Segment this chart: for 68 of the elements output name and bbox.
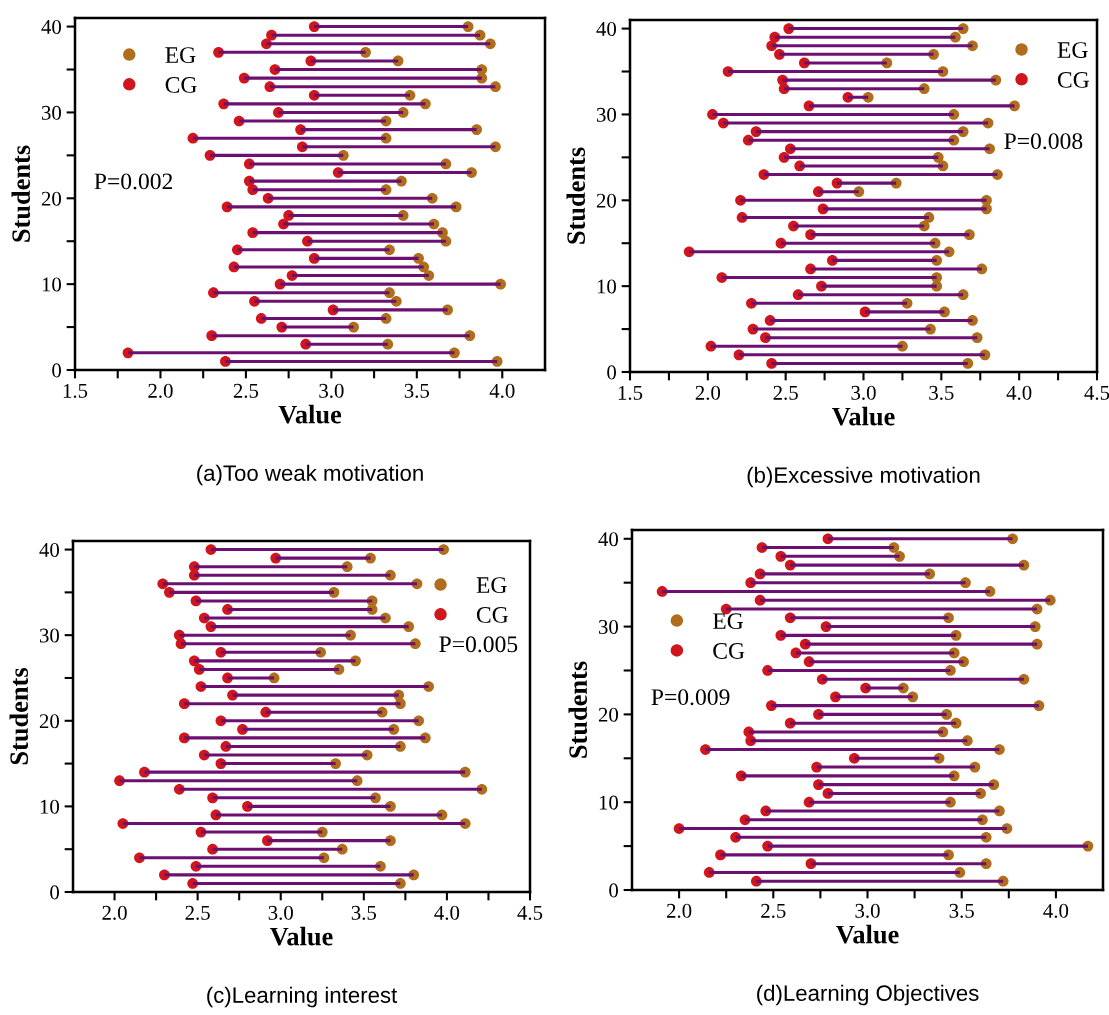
x-tick-label: 2.5 — [773, 385, 798, 400]
y-tick-label: 40 — [598, 532, 619, 547]
x-tick-label: 3.0 — [855, 903, 880, 918]
legend-label: EG — [1057, 42, 1088, 59]
y-tick-label: 0 — [609, 883, 619, 898]
x-tick-label: 2.0 — [666, 903, 692, 918]
y-tick-label: 0 — [50, 885, 60, 900]
legend-label: CG — [1057, 71, 1090, 88]
annotation: P=0.002 — [94, 173, 173, 190]
x-tick-label: 2.0 — [695, 385, 721, 400]
text: (c)Learning interest — [207, 986, 398, 1008]
x-tick-label: 3.5 — [929, 385, 954, 400]
text: (a)Too weak motivation — [197, 464, 423, 486]
legend-label: CG — [476, 607, 509, 623]
y-tick-label: 30 — [39, 628, 60, 643]
x-tick-label: 4.0 — [489, 383, 515, 398]
y-tick-label: 30 — [41, 105, 62, 120]
legend-label: EG — [476, 577, 507, 594]
x-tick-label: 2.0 — [102, 905, 127, 920]
annotation: P=0.009 — [651, 689, 730, 706]
x-axis-title: Value — [270, 926, 333, 946]
x-tick-label: 2.0 — [148, 383, 173, 398]
legend-label: EG — [712, 613, 744, 630]
text: (b)Excessive motivation — [747, 466, 980, 488]
y-tick-label: 0 — [607, 365, 617, 380]
x-tick-label: 4.0 — [434, 905, 460, 920]
y-tick-label: 0 — [52, 363, 62, 378]
legend-label: CG — [165, 77, 197, 93]
x-tick-label: 4.5 — [517, 905, 543, 920]
y-tick-label: 40 — [39, 542, 60, 557]
y-tick-label: 20 — [41, 191, 62, 206]
x-tick-label: 4.5 — [1084, 385, 1109, 400]
y-tick-label: 10 — [42, 277, 62, 292]
y-tick-label: 10 — [599, 795, 619, 810]
x-tick-label: 2.5 — [233, 383, 259, 398]
x-axis-title: Value — [836, 924, 899, 944]
y-axis-title: Students — [9, 668, 29, 765]
y-tick-label: 10 — [597, 279, 617, 294]
x-tick-label: 2.5 — [185, 905, 210, 920]
y-tick-label: 10 — [40, 799, 60, 814]
x-axis-title: Value — [278, 404, 342, 424]
y-tick-label: 40 — [596, 21, 617, 37]
annotation: P=0.008 — [1004, 133, 1083, 150]
x-axis-title: Value — [832, 406, 895, 426]
x-tick-label: 3.5 — [949, 903, 974, 918]
y-axis-title: Students — [566, 147, 586, 244]
legend-label: CG — [713, 643, 745, 659]
y-tick-label: 40 — [41, 19, 62, 35]
x-tick-label: 3.0 — [319, 383, 344, 398]
x-tick-label: 4.0 — [1043, 903, 1069, 918]
text: (d)Learning Objectives — [757, 984, 979, 1006]
x-tick-label: 3.5 — [404, 383, 430, 398]
y-tick-label: 20 — [39, 714, 60, 729]
x-tick-label: 1.5 — [618, 385, 643, 400]
x-tick-label: 3.0 — [851, 385, 876, 400]
y-axis-title: Students — [568, 661, 588, 758]
x-tick-label: 1.5 — [63, 383, 88, 398]
x-tick-label: 4.0 — [1006, 385, 1032, 400]
legend-label: EG — [165, 47, 196, 64]
y-tick-label: 30 — [598, 619, 619, 635]
y-tick-label: 20 — [596, 193, 617, 208]
y-tick-label: 20 — [598, 707, 619, 722]
x-tick-label: 3.0 — [268, 905, 293, 920]
annotation: P=0.005 — [439, 636, 518, 653]
x-tick-label: 2.5 — [761, 903, 786, 918]
x-tick-label: 3.5 — [351, 905, 377, 920]
y-tick-label: 30 — [596, 107, 617, 122]
y-axis-title: Students — [11, 145, 31, 242]
